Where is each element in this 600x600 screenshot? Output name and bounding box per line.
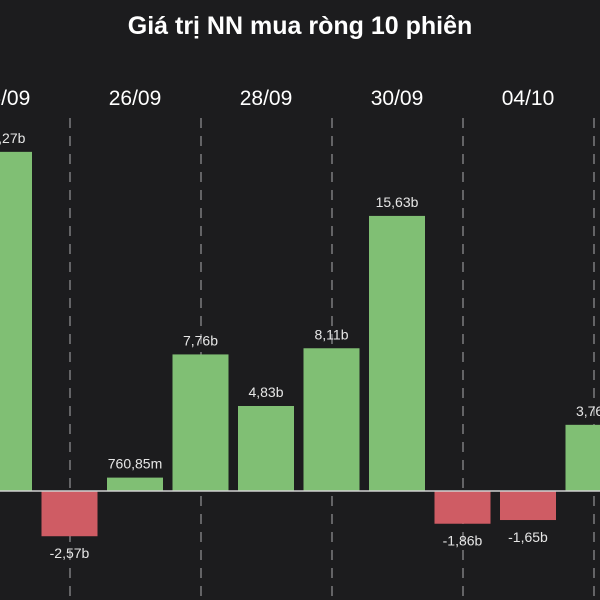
data-label: 15,63b: [376, 194, 419, 210]
bar: [369, 215, 425, 492]
chart-title: Giá trị NN mua ròng 10 phiên: [127, 12, 473, 40]
x-tick-label: 26/09: [109, 87, 162, 110]
x-tick-label: 28/09: [240, 87, 293, 110]
bar: [0, 151, 32, 491]
data-label: -1,86b: [443, 533, 483, 549]
data-label: 3,76b: [576, 403, 600, 419]
data-label: 19,27b: [0, 130, 26, 146]
bar: [303, 348, 360, 491]
bar: [172, 354, 229, 491]
data-label: 760,85m: [108, 456, 162, 472]
data-label: -2,57b: [50, 545, 90, 561]
data-label: 7,76b: [183, 332, 218, 348]
data-label: 4,83b: [248, 384, 283, 400]
data-label: -1,65b: [508, 529, 548, 545]
x-tick-label: 25/09: [0, 87, 30, 110]
bar: [434, 491, 491, 524]
x-tick-label: 04/10: [502, 87, 555, 110]
bar: [565, 424, 600, 491]
bar: [107, 477, 163, 491]
bar: [500, 491, 556, 521]
data-label: 8,11b: [315, 326, 349, 342]
bar: [41, 491, 98, 537]
x-tick-label: 30/09: [371, 87, 424, 110]
bar: [238, 405, 294, 491]
